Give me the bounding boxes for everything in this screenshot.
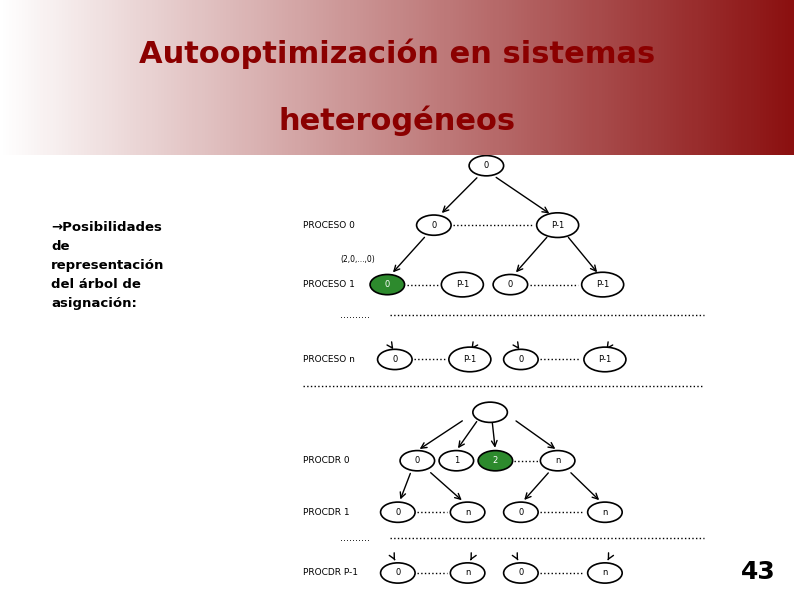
Circle shape xyxy=(380,563,415,583)
Circle shape xyxy=(478,450,513,471)
Text: P-1: P-1 xyxy=(599,355,611,364)
Text: 0: 0 xyxy=(484,161,489,170)
Text: 0: 0 xyxy=(414,456,420,465)
Text: P-1: P-1 xyxy=(551,221,565,230)
Circle shape xyxy=(378,349,412,369)
Circle shape xyxy=(503,349,538,369)
Circle shape xyxy=(584,347,626,372)
Text: (2,0,...,0): (2,0,...,0) xyxy=(340,255,375,264)
Circle shape xyxy=(582,273,623,297)
Text: 43: 43 xyxy=(741,560,775,584)
Text: 0: 0 xyxy=(392,355,398,364)
Circle shape xyxy=(503,563,538,583)
Circle shape xyxy=(588,502,622,522)
Text: PROCESO 1: PROCESO 1 xyxy=(303,280,354,289)
Text: n: n xyxy=(602,568,607,578)
Circle shape xyxy=(469,155,503,176)
Circle shape xyxy=(439,450,473,471)
Circle shape xyxy=(588,563,622,583)
Text: PROCDR 1: PROCDR 1 xyxy=(303,508,349,516)
Circle shape xyxy=(380,502,415,522)
Circle shape xyxy=(541,450,575,471)
Circle shape xyxy=(473,402,507,422)
Text: n: n xyxy=(555,456,561,465)
Text: n: n xyxy=(465,508,470,516)
Text: 0: 0 xyxy=(518,355,523,364)
Text: PROCDR P-1: PROCDR P-1 xyxy=(303,568,357,578)
Text: P-1: P-1 xyxy=(456,280,469,289)
Text: ..........: .......... xyxy=(340,309,370,320)
Text: PROCESO n: PROCESO n xyxy=(303,355,354,364)
Text: 0: 0 xyxy=(385,280,390,289)
Circle shape xyxy=(537,213,579,237)
Text: P-1: P-1 xyxy=(596,280,609,289)
Circle shape xyxy=(493,274,528,295)
Text: 0: 0 xyxy=(518,508,523,516)
Text: ..........: .......... xyxy=(340,533,370,543)
Text: n: n xyxy=(602,508,607,516)
Text: PROCDR 0: PROCDR 0 xyxy=(303,456,349,465)
Text: 0: 0 xyxy=(431,221,437,230)
Text: PROCESO 0: PROCESO 0 xyxy=(303,221,354,230)
Circle shape xyxy=(503,502,538,522)
Text: 2: 2 xyxy=(493,456,498,465)
Circle shape xyxy=(450,502,485,522)
Text: P-1: P-1 xyxy=(463,355,476,364)
Text: 0: 0 xyxy=(395,508,400,516)
Text: →Posibilidades
de
representación
del árbol de
asignación:: →Posibilidades de representación del árb… xyxy=(51,221,164,310)
Circle shape xyxy=(450,563,485,583)
Circle shape xyxy=(370,274,405,295)
Text: 0: 0 xyxy=(395,568,400,578)
Circle shape xyxy=(449,347,491,372)
Circle shape xyxy=(441,273,484,297)
Circle shape xyxy=(417,215,451,235)
Text: 0: 0 xyxy=(507,280,513,289)
Text: 0: 0 xyxy=(518,568,523,578)
Circle shape xyxy=(400,450,434,471)
Text: Autooptimización en sistemas: Autooptimización en sistemas xyxy=(139,39,655,70)
Text: 1: 1 xyxy=(453,456,459,465)
Text: heterogéneos: heterogéneos xyxy=(279,105,515,136)
Text: n: n xyxy=(465,568,470,578)
